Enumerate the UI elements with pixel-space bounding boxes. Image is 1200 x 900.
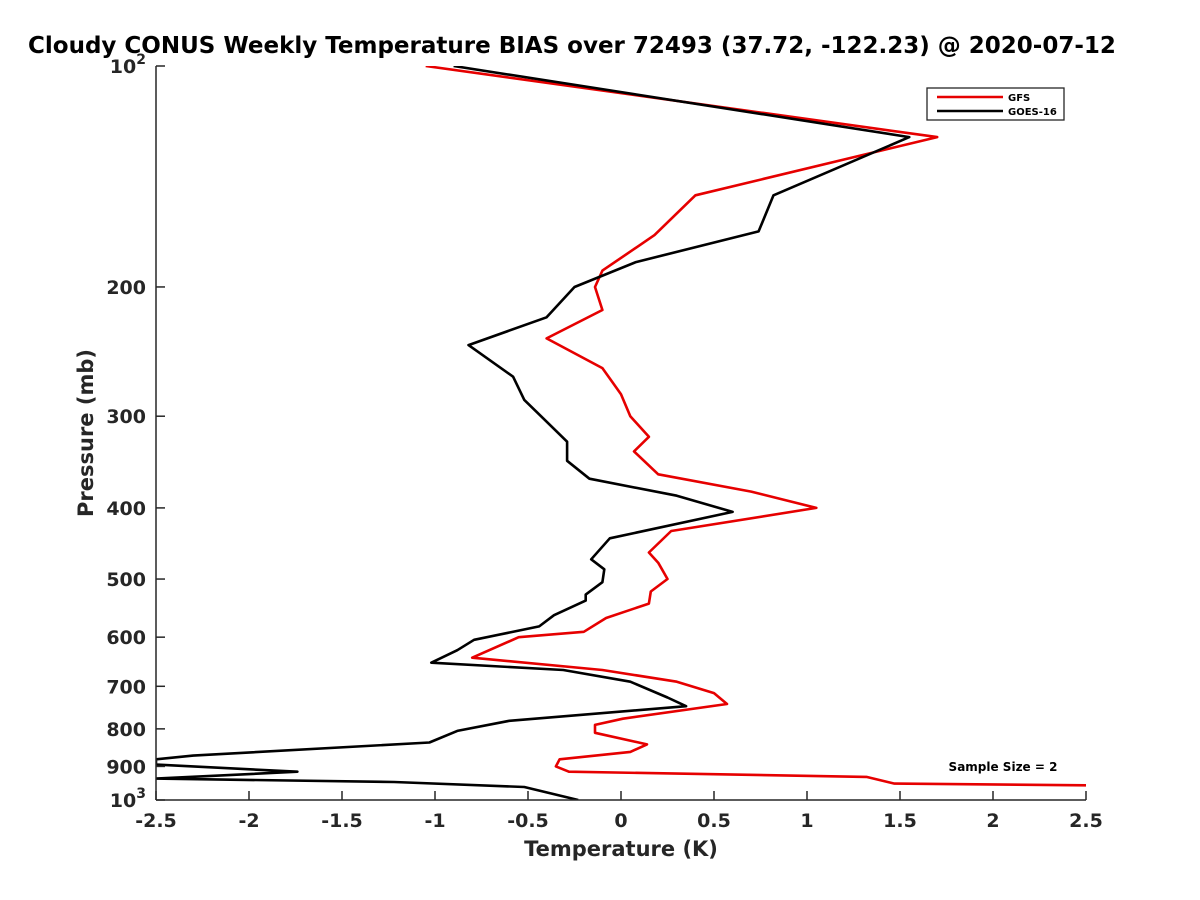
- plot-area: [156, 66, 1086, 800]
- y-axis-label: Pressure (mb): [74, 349, 98, 517]
- legend-label: GFS: [1008, 93, 1030, 104]
- x-tick-label: -0.5: [507, 810, 549, 832]
- series-layer: [156, 66, 1086, 800]
- y-tick-label: 600: [106, 627, 146, 649]
- y-tick-label: 700: [106, 676, 146, 698]
- axes-layer: -2.5 -2 -1.5 -1 -0.5 0 0.5 1 1.5 2 2.5 102 200 300 400…: [106, 52, 1103, 832]
- x-tick-label: -2.5: [135, 810, 177, 832]
- x-tick-label: 0: [614, 810, 627, 832]
- x-tick-label: -1: [424, 810, 445, 832]
- x-tick-label: 2.5: [1069, 810, 1103, 832]
- y-tick-label: 103: [110, 786, 146, 812]
- legend: GFS GOES-16: [926, 87, 1065, 121]
- sample-size-annotation: Sample Size = 2: [949, 760, 1058, 774]
- y-tick-label: 800: [106, 719, 146, 741]
- x-tick-label: 2: [986, 810, 999, 832]
- y-tick-label: 400: [106, 498, 146, 520]
- y-tick-label: 200: [106, 277, 146, 299]
- series-line-goes-16: [156, 66, 911, 800]
- x-tick-label: -2: [238, 810, 259, 832]
- legend-label: GOES-16: [1008, 107, 1057, 118]
- x-tick-label: -1.5: [321, 810, 363, 832]
- x-tick-label: 1.5: [883, 810, 917, 832]
- x-tick-label: 0.5: [697, 810, 731, 832]
- chart-title: Cloudy CONUS Weekly Temperature BIAS ove…: [28, 33, 1116, 59]
- y-tick-label: 102: [110, 52, 146, 78]
- y-tick-label: 900: [106, 756, 146, 778]
- x-axis-label: Temperature (K): [524, 837, 718, 861]
- legend-box: [926, 87, 1065, 121]
- y-tick-label: 500: [106, 569, 146, 591]
- y-tick-label: 300: [106, 406, 146, 428]
- x-tick-label: 1: [800, 810, 813, 832]
- series-line-gfs: [425, 66, 1086, 787]
